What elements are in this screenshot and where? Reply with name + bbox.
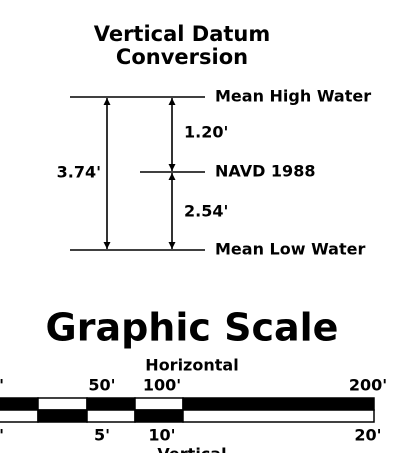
datum-label: NAVD 1988 (215, 162, 315, 181)
scale-tick-label: 200' (349, 376, 387, 395)
datum-label: Mean Low Water (215, 240, 365, 259)
title-line: Vertical Datum (94, 22, 271, 46)
scale-tick-label: 20' (354, 426, 381, 445)
title-line: Conversion (116, 45, 248, 69)
datum-label: Mean High Water (215, 87, 371, 106)
scale-tick-label: 50' (88, 376, 115, 395)
scale-tick-label: 5' (94, 426, 110, 445)
scale-bar (0, 397, 375, 423)
scale-tick-label: 100' (143, 376, 181, 395)
dimension-label: 3.74' (57, 163, 101, 182)
scale-axis-label: Vertical (157, 445, 226, 453)
dimension-label: 2.54' (184, 202, 228, 221)
scale-axis-label: Horizontal (145, 356, 238, 375)
dimension-label: 1.20' (184, 123, 228, 142)
scale-tick-label: 10' (148, 426, 175, 445)
scale-tick-label: 0' (0, 376, 4, 395)
scale-title: Graphic Scale (46, 306, 339, 350)
scale-tick-label: 0' (0, 426, 4, 445)
